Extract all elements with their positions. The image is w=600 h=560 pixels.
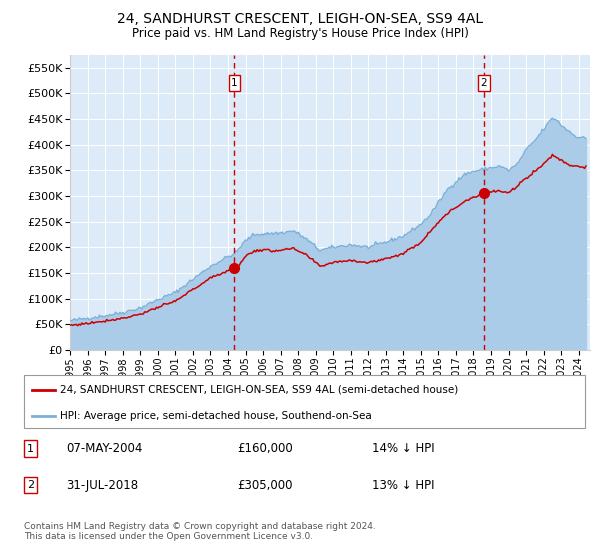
Text: 2: 2 [27,480,34,490]
Text: 24, SANDHURST CRESCENT, LEIGH-ON-SEA, SS9 4AL (semi-detached house): 24, SANDHURST CRESCENT, LEIGH-ON-SEA, SS… [61,385,459,395]
Text: 2: 2 [481,78,487,88]
Text: 07-MAY-2004: 07-MAY-2004 [66,442,142,455]
Text: £305,000: £305,000 [237,478,293,492]
Text: 14% ↓ HPI: 14% ↓ HPI [372,442,434,455]
Text: Price paid vs. HM Land Registry's House Price Index (HPI): Price paid vs. HM Land Registry's House … [131,27,469,40]
Text: Contains HM Land Registry data © Crown copyright and database right 2024.
This d: Contains HM Land Registry data © Crown c… [24,522,376,542]
Text: 1: 1 [231,78,238,88]
Text: 13% ↓ HPI: 13% ↓ HPI [372,478,434,492]
FancyBboxPatch shape [24,375,585,428]
Text: £160,000: £160,000 [237,442,293,455]
Text: 1: 1 [27,444,34,454]
Text: 31-JUL-2018: 31-JUL-2018 [66,478,138,492]
Text: HPI: Average price, semi-detached house, Southend-on-Sea: HPI: Average price, semi-detached house,… [61,411,372,421]
Text: 24, SANDHURST CRESCENT, LEIGH-ON-SEA, SS9 4AL: 24, SANDHURST CRESCENT, LEIGH-ON-SEA, SS… [117,12,483,26]
